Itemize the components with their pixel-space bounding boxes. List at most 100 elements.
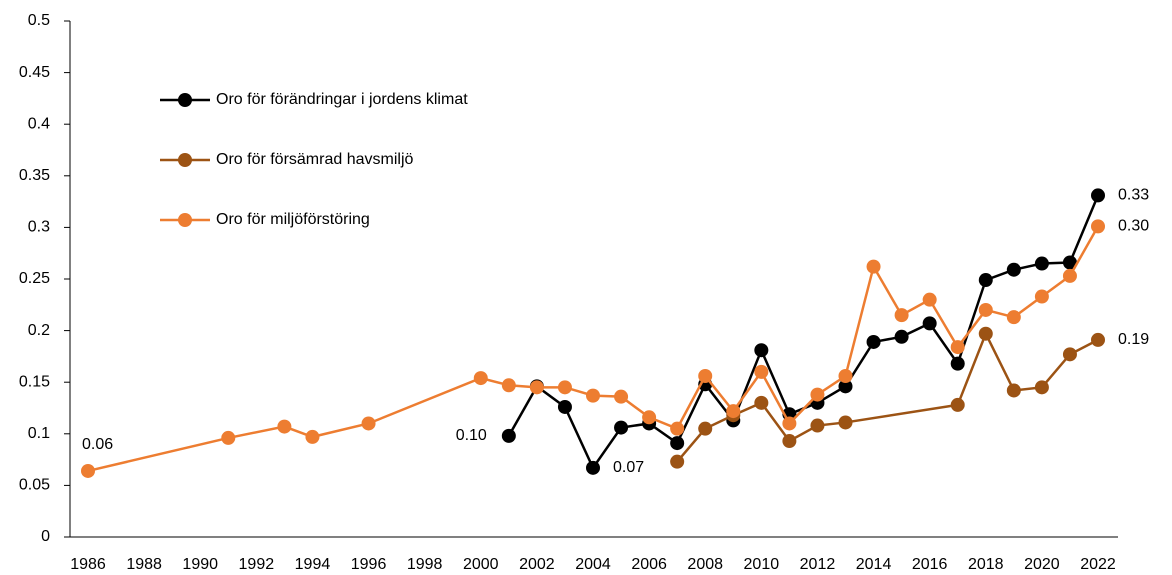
x-tick-label: 2018	[968, 556, 1004, 573]
data-point	[838, 369, 853, 384]
data-point	[978, 302, 993, 317]
data-point	[810, 387, 825, 402]
data-point	[614, 420, 629, 435]
data-point	[1034, 289, 1049, 304]
y-tick-label: 0	[41, 528, 50, 545]
data-point	[1091, 219, 1105, 234]
x-tick-label: 2020	[1024, 556, 1060, 573]
y-tick-label: 0.5	[28, 12, 50, 29]
data-point	[950, 397, 965, 412]
x-tick-label: 1988	[126, 556, 162, 573]
legend-label: Oro för förändringar i jordens klimat	[216, 91, 468, 108]
data-point	[1091, 332, 1105, 347]
data-point	[529, 380, 544, 395]
x-tick-label: 2014	[856, 556, 892, 573]
legend-marker	[178, 93, 192, 107]
data-point	[1006, 383, 1021, 398]
data-point	[922, 292, 937, 307]
y-tick-label: 0.25	[19, 270, 50, 287]
data-point	[866, 259, 881, 274]
data-label: 0.06	[82, 436, 113, 453]
data-point	[978, 326, 993, 341]
data-point	[894, 329, 909, 344]
data-point	[782, 416, 797, 431]
data-point	[1062, 268, 1077, 283]
data-point	[1062, 347, 1077, 362]
y-tick-label: 0.05	[19, 477, 50, 494]
x-tick-label: 1998	[407, 556, 443, 573]
data-point	[698, 421, 713, 436]
series-line	[87, 225, 1100, 473]
y-tick-label: 0.45	[19, 64, 50, 81]
legend-label: Oro för miljöförstöring	[216, 211, 370, 228]
y-tick-label: 0.15	[19, 373, 50, 390]
data-point	[501, 428, 516, 443]
data-point	[1091, 188, 1105, 203]
y-tick-label: 0.35	[19, 167, 50, 184]
x-tick-label: 2000	[463, 556, 499, 573]
data-point	[866, 334, 881, 349]
data-label: 0.30	[1118, 218, 1149, 235]
data-point	[950, 340, 965, 355]
data-point	[782, 434, 797, 449]
data-label: 0.33	[1118, 187, 1149, 204]
data-point	[642, 410, 657, 425]
x-tick-label: 1996	[351, 556, 387, 573]
data-point	[1034, 380, 1049, 395]
y-tick-label: 0.3	[28, 219, 50, 236]
data-point	[81, 463, 95, 478]
data-label: 0.19	[1118, 331, 1149, 348]
data-point	[1062, 255, 1077, 270]
y-tick-label: 0.1	[28, 425, 50, 442]
x-tick-label: 1992	[239, 556, 275, 573]
x-tick-label: 2004	[575, 556, 611, 573]
data-point	[950, 356, 965, 371]
data-point	[1006, 310, 1021, 325]
data-point	[754, 395, 769, 410]
data-point	[810, 418, 825, 433]
data-point	[277, 419, 292, 434]
data-point	[670, 454, 685, 469]
data-point	[1034, 256, 1049, 271]
data-point	[978, 273, 993, 288]
data-point	[670, 436, 685, 451]
data-point	[754, 364, 769, 379]
data-point	[473, 371, 488, 386]
data-point	[586, 460, 600, 475]
legend-label: Oro för försämrad havsmiljö	[216, 151, 413, 168]
x-tick-label: 2008	[687, 556, 723, 573]
data-point	[754, 343, 769, 358]
data-point	[501, 378, 516, 393]
legend-marker	[178, 213, 192, 227]
y-tick-label: 0.2	[28, 322, 50, 339]
data-label: 0.10	[456, 427, 487, 444]
x-tick-label: 2010	[744, 556, 780, 573]
x-tick-label: 1986	[70, 556, 106, 573]
data-point	[614, 389, 629, 404]
data-point	[361, 416, 376, 431]
data-point	[838, 415, 853, 430]
data-point	[726, 404, 741, 419]
data-point	[894, 308, 909, 323]
series-line	[676, 330, 1099, 463]
data-point	[557, 380, 572, 395]
x-tick-label: 2002	[519, 556, 555, 573]
data-point	[838, 379, 853, 394]
data-point	[305, 429, 320, 444]
data-point	[922, 316, 937, 331]
x-tick-label: 2012	[800, 556, 836, 573]
x-tick-label: 1990	[182, 556, 218, 573]
data-point	[557, 399, 572, 414]
data-point	[221, 430, 236, 445]
data-point	[1006, 262, 1021, 277]
data-point	[670, 421, 685, 436]
y-tick-label: 0.4	[28, 115, 50, 132]
data-point	[698, 369, 713, 384]
x-tick-label: 2016	[912, 556, 948, 573]
data-point	[586, 388, 600, 403]
x-tick-label: 2022	[1080, 556, 1116, 573]
x-tick-label: 2006	[631, 556, 667, 573]
legend-marker	[178, 153, 192, 167]
series-line	[507, 194, 1100, 471]
